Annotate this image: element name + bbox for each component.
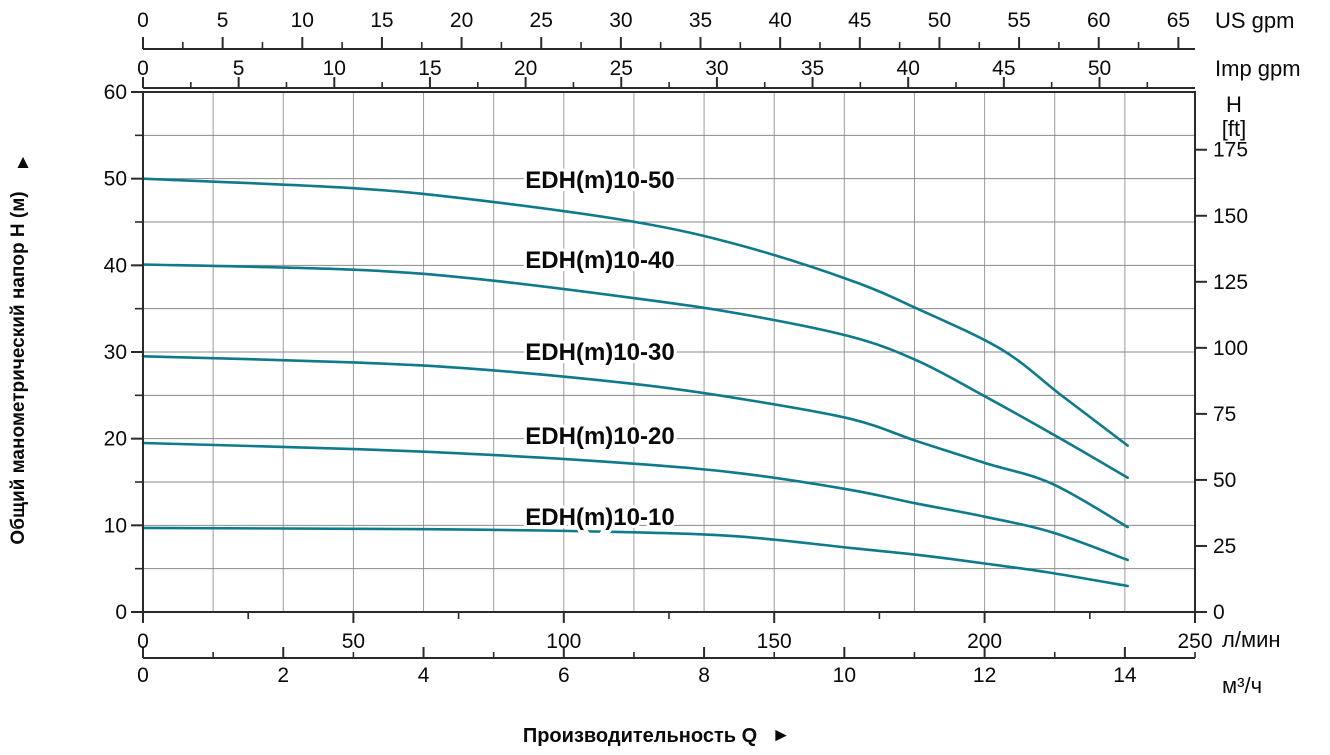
l-min-tick-label: 50 <box>342 630 365 653</box>
l-min-tick-label: 250 <box>1177 630 1212 653</box>
us-gpm-tick-label: 30 <box>609 9 632 32</box>
h-ft-tick-label: 150 <box>1213 205 1248 228</box>
curve-name-label: EDH(m)10-30 <box>525 339 674 366</box>
h-ft-tick-label: 0 <box>1213 601 1225 624</box>
m3h-tick-label: 2 <box>277 664 289 687</box>
imp-gpm-unit-label: Imp gpm <box>1215 56 1301 81</box>
right-axis-unit-h-label: H <box>1226 92 1242 117</box>
h-ft-tick-label: 100 <box>1213 337 1248 360</box>
imp-gpm-tick-label: 30 <box>705 57 728 80</box>
us-gpm-tick-label: 60 <box>1087 9 1110 32</box>
us-gpm-tick-label: 55 <box>1007 9 1030 32</box>
curve-name-label: EDH(m)10-40 <box>525 247 674 274</box>
curve-EDH(m)10-30 <box>141 355 1129 529</box>
l-min-unit-label: л/мин <box>1222 627 1281 652</box>
h-ft-tick-label: 175 <box>1213 139 1248 162</box>
imp-gpm-tick-label: 45 <box>992 57 1015 80</box>
h-m-tick-label: 30 <box>104 341 127 364</box>
us-gpm-tick-label: 40 <box>768 9 791 32</box>
curves-layer <box>141 177 1129 588</box>
m3h-tick-label: 0 <box>137 664 149 687</box>
m3h-tick-label: 4 <box>418 664 430 687</box>
tick-labels-layer: 0 5 10 15 20 25 30 35 40 45 50 55 60 650 5 10 15 20 25 30 35… <box>104 9 1248 687</box>
m3h-unit-label: м³/ч <box>1222 673 1262 698</box>
axes-layer <box>131 37 1207 659</box>
m3h-tick-label: 8 <box>698 664 710 687</box>
h-ft-tick-label: 50 <box>1213 469 1236 492</box>
us-gpm-tick-label: 20 <box>450 9 473 32</box>
m3h-tick-label: 12 <box>973 664 996 687</box>
curve-name-label: EDH(m)10-20 <box>525 423 674 450</box>
us-gpm-tick-label: 65 <box>1167 9 1190 32</box>
us-gpm-tick-label: 35 <box>689 9 712 32</box>
h-m-tick-label: 60 <box>104 81 127 104</box>
us-gpm-tick-label: 45 <box>848 9 871 32</box>
us-gpm-tick-label: 15 <box>370 9 393 32</box>
m3h-tick-label: 6 <box>558 664 570 687</box>
us-gpm-tick-label: 50 <box>928 9 951 32</box>
imp-gpm-tick-label: 35 <box>801 57 824 80</box>
curve-EDH(m)10-20 <box>141 441 1129 562</box>
x-axis-title: Производительность Q <box>523 725 757 747</box>
h-m-tick-label: 20 <box>104 428 127 451</box>
curve-name-label: EDH(m)10-10 <box>525 504 674 531</box>
x-axis-right-arrow-icon: ► <box>772 725 791 746</box>
us-gpm-tick-label: 25 <box>530 9 553 32</box>
us-gpm-tick-label: 0 <box>137 9 149 32</box>
curve-EDH(m)10-40 <box>141 263 1129 479</box>
curve-labels-layer: EDH(m)10-50 EDH(m)10-40 EDH(m)10-30 EDH(m)1… <box>522 164 677 534</box>
l-min-tick-label: 200 <box>967 630 1002 653</box>
imp-gpm-tick-label: 0 <box>137 57 149 80</box>
h-m-tick-label: 50 <box>104 168 127 191</box>
m3h-tick-label: 14 <box>1113 664 1137 687</box>
h-m-tick-label: 10 <box>104 514 127 537</box>
imp-gpm-tick-label: 50 <box>1088 57 1111 80</box>
h-m-tick-label: 40 <box>104 254 127 277</box>
h-m-tick-label: 0 <box>115 601 127 624</box>
imp-gpm-tick-label: 5 <box>233 57 245 80</box>
imp-gpm-tick-label: 20 <box>514 57 537 80</box>
curve-EDH(m)10-10 <box>141 526 1129 588</box>
y-axis-title: Общий манометрический напор H (м) <box>8 191 29 544</box>
us-gpm-unit-label: US gpm <box>1215 8 1294 33</box>
curve-EDH(m)10-50 <box>141 177 1129 447</box>
h-ft-tick-label: 75 <box>1213 403 1236 426</box>
us-gpm-tick-label: 5 <box>217 9 229 32</box>
y-axis-up-arrow-icon: ▲ <box>14 152 33 173</box>
imp-gpm-tick-label: 40 <box>897 57 920 80</box>
imp-gpm-tick-label: 25 <box>610 57 633 80</box>
imp-gpm-tick-label: 10 <box>323 57 346 80</box>
h-ft-tick-label: 25 <box>1213 535 1236 558</box>
right-axis-unit-ft-label: [ft] <box>1222 116 1246 141</box>
us-gpm-tick-label: 10 <box>291 9 314 32</box>
l-min-tick-label: 0 <box>137 630 149 653</box>
curve-name-label: EDH(m)10-50 <box>525 167 674 194</box>
l-min-tick-label: 150 <box>757 630 792 653</box>
h-ft-tick-label: 125 <box>1213 271 1248 294</box>
imp-gpm-tick-label: 15 <box>418 57 441 80</box>
m3h-tick-label: 10 <box>833 664 856 687</box>
l-min-tick-label: 100 <box>546 630 581 653</box>
